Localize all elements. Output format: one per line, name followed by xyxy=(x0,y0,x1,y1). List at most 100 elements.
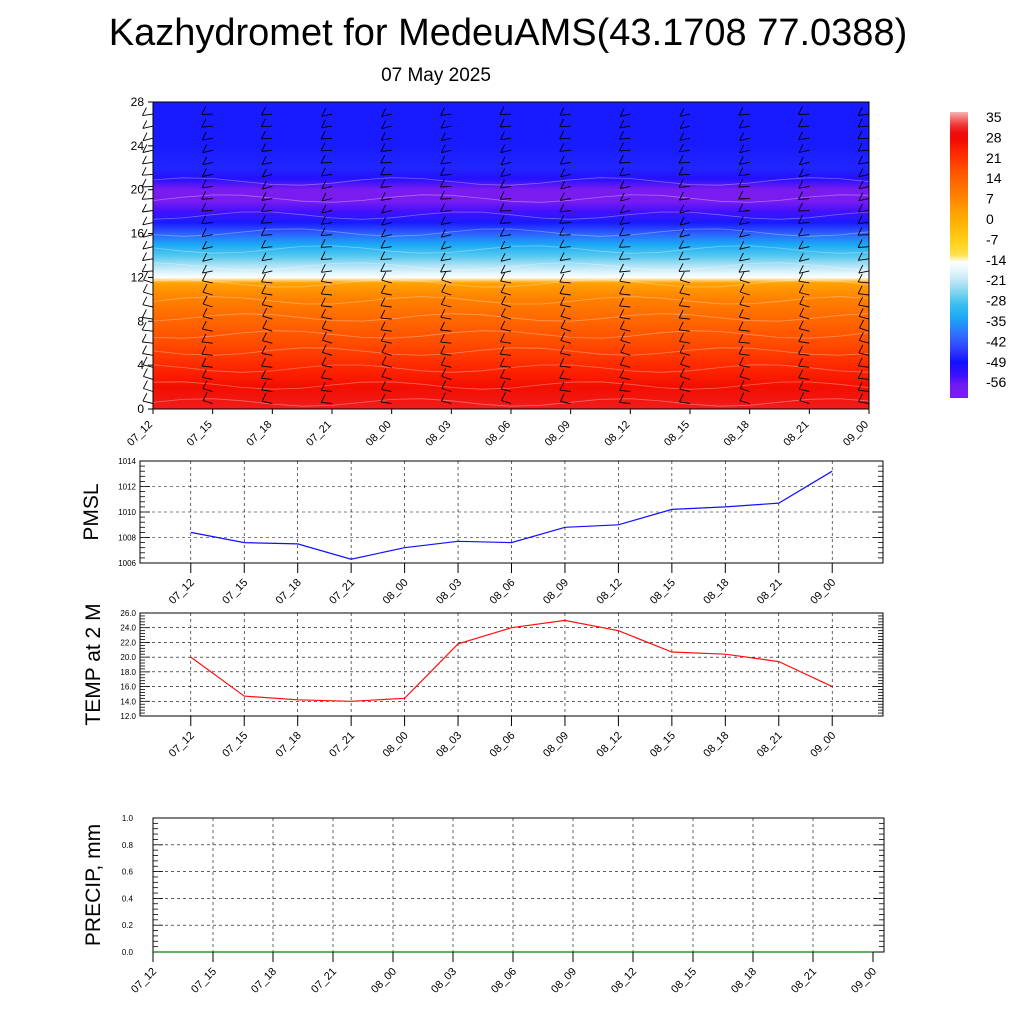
wind-barb-feather xyxy=(559,143,565,152)
wind-barb-feather xyxy=(202,283,208,293)
wind-barb xyxy=(858,389,870,392)
wind-barb xyxy=(143,375,154,380)
wind-barb xyxy=(799,270,810,274)
wind-barb xyxy=(858,113,870,116)
wind-barb-feather xyxy=(559,107,565,116)
wind-barb-feather xyxy=(678,154,684,164)
wind-barb-feather xyxy=(321,356,327,366)
wind-barb xyxy=(262,327,273,332)
wind-barb-feather xyxy=(440,392,446,402)
wind-barb-feather xyxy=(261,143,267,152)
wind-barb-feather xyxy=(798,168,804,178)
wind-barb-feather xyxy=(858,332,864,341)
wind-barb xyxy=(559,234,571,236)
wind-barb-feather xyxy=(857,107,863,116)
pmsl-panel: 1006 1008 1010 1012 1014 07_12 07_15 07_18 07_21… xyxy=(80,457,884,607)
wind-barb xyxy=(560,270,571,274)
contour-line xyxy=(152,177,870,186)
wind-barb xyxy=(679,185,691,188)
y-tick-label: 20.0 xyxy=(120,653,136,662)
wind-barb-feather xyxy=(499,131,505,141)
wind-barb xyxy=(738,329,750,332)
wind-barb xyxy=(560,161,571,165)
wind-barb-feather xyxy=(380,297,386,306)
wind-barb xyxy=(738,185,750,188)
wind-barb xyxy=(142,210,154,213)
x-tick-label: 07_18 xyxy=(274,577,304,607)
wind-barb-feather xyxy=(739,368,745,377)
wind-barb-feather xyxy=(798,284,804,293)
wind-barb-feather xyxy=(798,357,803,367)
wind-barb-feather xyxy=(798,131,804,140)
x-tick-label: 08_00 xyxy=(381,730,411,760)
wind-barb xyxy=(500,125,512,128)
wind-barb-feather xyxy=(619,192,625,202)
wind-barb-feather xyxy=(500,168,506,177)
wind-barb xyxy=(560,258,571,261)
wind-barb xyxy=(559,293,571,296)
wind-barb xyxy=(261,210,273,213)
panel-frame xyxy=(139,612,884,717)
wind-barb-feather xyxy=(321,204,327,214)
wind-barb-feather xyxy=(560,264,565,274)
wind-barb xyxy=(142,125,154,129)
wind-barb-feather xyxy=(380,131,386,141)
wind-barb xyxy=(858,281,870,284)
x-tick-label: 08_09 xyxy=(543,419,573,449)
wind-barb xyxy=(857,234,870,236)
wind-barb-feather xyxy=(261,265,267,274)
wind-barb-feather xyxy=(320,251,326,260)
wind-barb-feather xyxy=(321,331,327,341)
grid-lines xyxy=(153,818,884,952)
wind-barb xyxy=(798,246,810,250)
wind-barbs xyxy=(141,106,870,404)
wind-barb xyxy=(381,340,392,344)
wind-barb xyxy=(798,222,810,224)
wind-barb-feather xyxy=(619,369,625,378)
wind-barb-feather xyxy=(679,228,685,238)
x-tick-label: 09_00 xyxy=(849,966,879,996)
wind-barb-feather xyxy=(440,132,446,141)
wind-barb-feather xyxy=(797,106,803,115)
wind-barb-feather xyxy=(500,284,506,293)
wind-barb-feather xyxy=(618,154,624,164)
wind-barb-feather xyxy=(441,283,447,293)
wind-barb-feather xyxy=(559,215,565,224)
wind-barb-feather xyxy=(141,178,147,188)
wind-barb-feather xyxy=(678,166,684,176)
wind-barb xyxy=(142,113,154,117)
wind-barb xyxy=(381,222,392,226)
wind-barb-feather xyxy=(798,333,804,342)
wind-barb xyxy=(202,303,213,308)
y-tick-label: 1.0 xyxy=(122,814,134,823)
y-tick-label: 24 xyxy=(131,139,145,153)
wind-barb-feather xyxy=(560,319,566,329)
contour-line xyxy=(152,381,870,390)
wind-barb-feather xyxy=(798,380,804,390)
wind-barb-feather xyxy=(380,192,386,201)
wind-barb xyxy=(858,198,870,202)
wind-barb-feather xyxy=(559,393,565,402)
wind-barb xyxy=(500,258,512,262)
colorbar-label: -49 xyxy=(986,354,1006,370)
wind-barb xyxy=(559,377,571,380)
wind-barb xyxy=(858,210,870,213)
wind-barb-feather xyxy=(858,308,864,317)
wind-barb-feather xyxy=(381,356,387,365)
wind-barb xyxy=(619,246,631,248)
wind-barb xyxy=(380,317,392,320)
wind-barb-feather xyxy=(738,321,744,331)
y-tick-label: 1010 xyxy=(118,508,136,517)
wind-barb-feather xyxy=(798,156,804,166)
wind-barb xyxy=(142,353,154,356)
x-tick-label: 08_00 xyxy=(364,419,394,449)
wind-barb xyxy=(142,270,154,273)
wind-barb-feather xyxy=(797,215,803,224)
wind-barb xyxy=(202,270,213,274)
wind-barb xyxy=(799,173,810,178)
wind-barb xyxy=(798,198,810,200)
wind-barb xyxy=(441,304,452,308)
wind-barb-feather xyxy=(679,380,685,390)
wind-barb-feather xyxy=(738,156,744,165)
wind-barb xyxy=(500,341,512,344)
